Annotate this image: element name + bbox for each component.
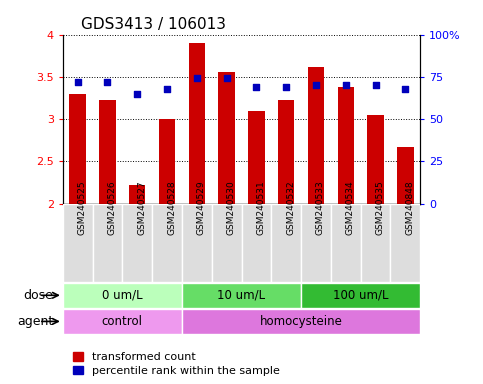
FancyBboxPatch shape	[301, 204, 331, 282]
Point	[223, 75, 230, 81]
Point	[74, 79, 82, 85]
Text: 10 um/L: 10 um/L	[217, 289, 266, 302]
Bar	[70, 94, 86, 204]
Bar	[308, 67, 324, 204]
FancyBboxPatch shape	[242, 204, 271, 282]
Bar	[278, 101, 294, 204]
Text: GSM240848: GSM240848	[405, 180, 414, 235]
Point	[193, 75, 201, 81]
Text: GSM240532: GSM240532	[286, 180, 295, 235]
Text: GSM240526: GSM240526	[108, 180, 116, 235]
FancyBboxPatch shape	[212, 204, 242, 282]
FancyBboxPatch shape	[390, 204, 420, 282]
Text: GSM240527: GSM240527	[137, 180, 146, 235]
FancyBboxPatch shape	[271, 204, 301, 282]
Bar	[218, 72, 235, 204]
Text: 100 um/L: 100 um/L	[333, 289, 388, 302]
Point	[104, 79, 112, 85]
FancyBboxPatch shape	[63, 283, 182, 308]
Bar	[397, 147, 413, 204]
FancyBboxPatch shape	[361, 204, 390, 282]
FancyBboxPatch shape	[182, 204, 212, 282]
Text: GSM240525: GSM240525	[78, 180, 86, 235]
Point	[253, 84, 260, 90]
Point	[372, 82, 380, 88]
Bar	[338, 87, 354, 204]
Point	[312, 82, 320, 88]
Bar	[248, 111, 265, 204]
FancyBboxPatch shape	[301, 283, 420, 308]
FancyBboxPatch shape	[93, 204, 122, 282]
Bar	[159, 119, 175, 204]
Bar	[189, 43, 205, 204]
Bar	[129, 185, 145, 204]
Text: GDS3413 / 106013: GDS3413 / 106013	[81, 17, 226, 32]
Text: control: control	[102, 315, 143, 328]
FancyBboxPatch shape	[63, 204, 93, 282]
FancyBboxPatch shape	[122, 204, 152, 282]
Bar	[99, 101, 115, 204]
Point	[282, 84, 290, 90]
Text: GSM240534: GSM240534	[346, 180, 355, 235]
Text: GSM240535: GSM240535	[376, 180, 384, 235]
FancyBboxPatch shape	[182, 283, 301, 308]
Text: GSM240529: GSM240529	[197, 180, 206, 235]
Text: 0 um/L: 0 um/L	[102, 289, 142, 302]
Text: GSM240531: GSM240531	[256, 180, 265, 235]
Point	[133, 91, 141, 97]
Text: GSM240528: GSM240528	[167, 180, 176, 235]
Text: agent: agent	[17, 315, 53, 328]
FancyBboxPatch shape	[152, 204, 182, 282]
FancyBboxPatch shape	[331, 204, 361, 282]
FancyBboxPatch shape	[63, 309, 182, 334]
Point	[401, 86, 409, 92]
Text: GSM240533: GSM240533	[316, 180, 325, 235]
FancyBboxPatch shape	[182, 309, 420, 334]
Text: dose: dose	[23, 289, 53, 302]
Text: GSM240530: GSM240530	[227, 180, 236, 235]
Text: homocysteine: homocysteine	[260, 315, 342, 328]
Point	[163, 86, 171, 92]
Point	[342, 82, 350, 88]
Bar	[368, 115, 384, 204]
Legend: transformed count, percentile rank within the sample: transformed count, percentile rank withi…	[69, 348, 284, 380]
